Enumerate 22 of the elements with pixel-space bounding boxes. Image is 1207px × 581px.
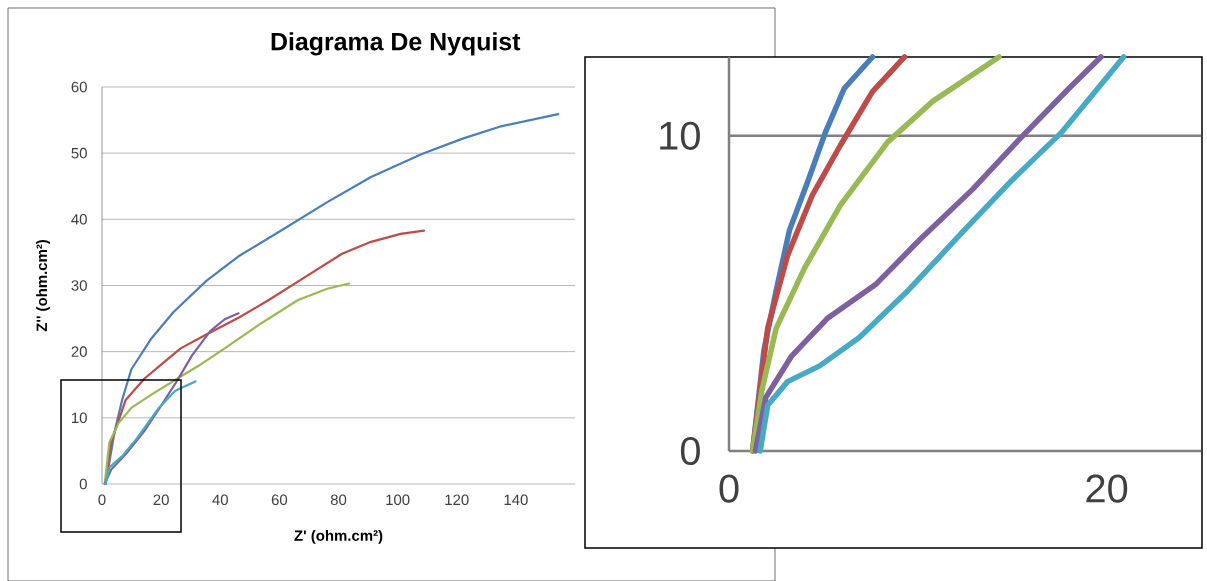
x-tick-label: 60	[271, 494, 288, 506]
x-tick-label: 80	[330, 494, 347, 506]
x-tick-label: 20	[153, 494, 169, 506]
x-tick-label: 0	[98, 494, 106, 506]
y-tick-label: 20	[71, 346, 87, 357]
x-tick-label: 0	[719, 474, 739, 503]
y-axis-title: Z'' (ohm.cm²)	[36, 239, 51, 332]
y-tick-label: 10	[72, 412, 87, 424]
y-tick-label: 10	[660, 121, 700, 150]
x-tick-label: 40	[212, 494, 228, 506]
x-axis-title: Z' (ohm.cm²)	[294, 529, 383, 544]
y-tick-label: 30	[71, 280, 87, 291]
chart-title: Diagrama De Nyquist	[271, 32, 521, 56]
x-tick-label: 140	[504, 494, 528, 506]
x-tick-label: 120	[445, 494, 469, 506]
line-series	[103, 312, 240, 486]
y-tick-label: 50	[71, 147, 87, 159]
x-tick-label: 100	[386, 494, 410, 506]
x-tick-label: 20	[1086, 474, 1128, 503]
line-series	[104, 380, 197, 486]
y-tick-label: 60	[71, 81, 87, 93]
y-tick-label: 40	[71, 214, 87, 225]
